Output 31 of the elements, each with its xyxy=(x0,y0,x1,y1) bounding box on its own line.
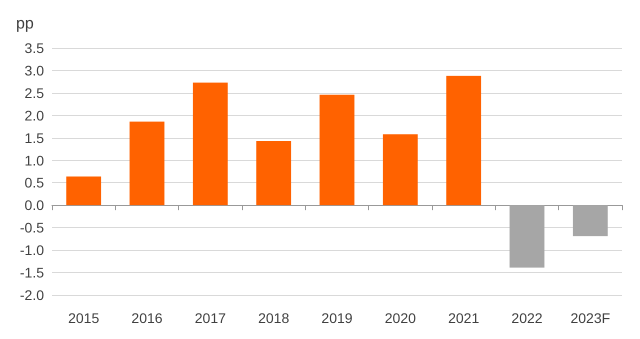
y-axis-title: pp xyxy=(16,16,34,32)
bar xyxy=(130,122,164,206)
y-tick-label: -1.5 xyxy=(20,264,44,281)
x-tick-label: 2017 xyxy=(194,310,226,326)
bar xyxy=(446,76,482,206)
y-tick-label: 2.0 xyxy=(24,107,44,124)
y-tick-label: 0.5 xyxy=(24,174,44,191)
bar xyxy=(320,94,354,206)
y-tick-label: 3.0 xyxy=(24,62,44,78)
x-tick-label: 2023F xyxy=(570,310,610,326)
y-tick-label: 1.0 xyxy=(24,152,44,168)
x-tick-label: 2015 xyxy=(68,310,100,326)
x-tick-label: 2016 xyxy=(131,310,163,326)
y-tick-label: -1.0 xyxy=(20,242,44,258)
bar xyxy=(572,205,608,236)
x-tick-label: 2021 xyxy=(448,310,480,326)
bar xyxy=(192,82,228,206)
y-tick-label: -0.5 xyxy=(20,220,44,236)
bar xyxy=(510,205,544,268)
y-tick-label: 3.5 xyxy=(24,40,44,56)
x-tick-label: 2018 xyxy=(258,310,290,326)
bar xyxy=(382,134,418,206)
bar xyxy=(66,176,102,206)
y-tick-label: -2.0 xyxy=(20,287,44,303)
y-tick-label: 2.5 xyxy=(24,84,44,101)
x-tick-label: 2019 xyxy=(321,310,353,326)
y-tick-label: 1.5 xyxy=(24,130,44,146)
y-tick-label: 0.0 xyxy=(24,197,44,214)
bar xyxy=(256,140,292,206)
x-tick-label: 2022 xyxy=(511,310,543,326)
x-tick-label: 2020 xyxy=(384,310,416,326)
